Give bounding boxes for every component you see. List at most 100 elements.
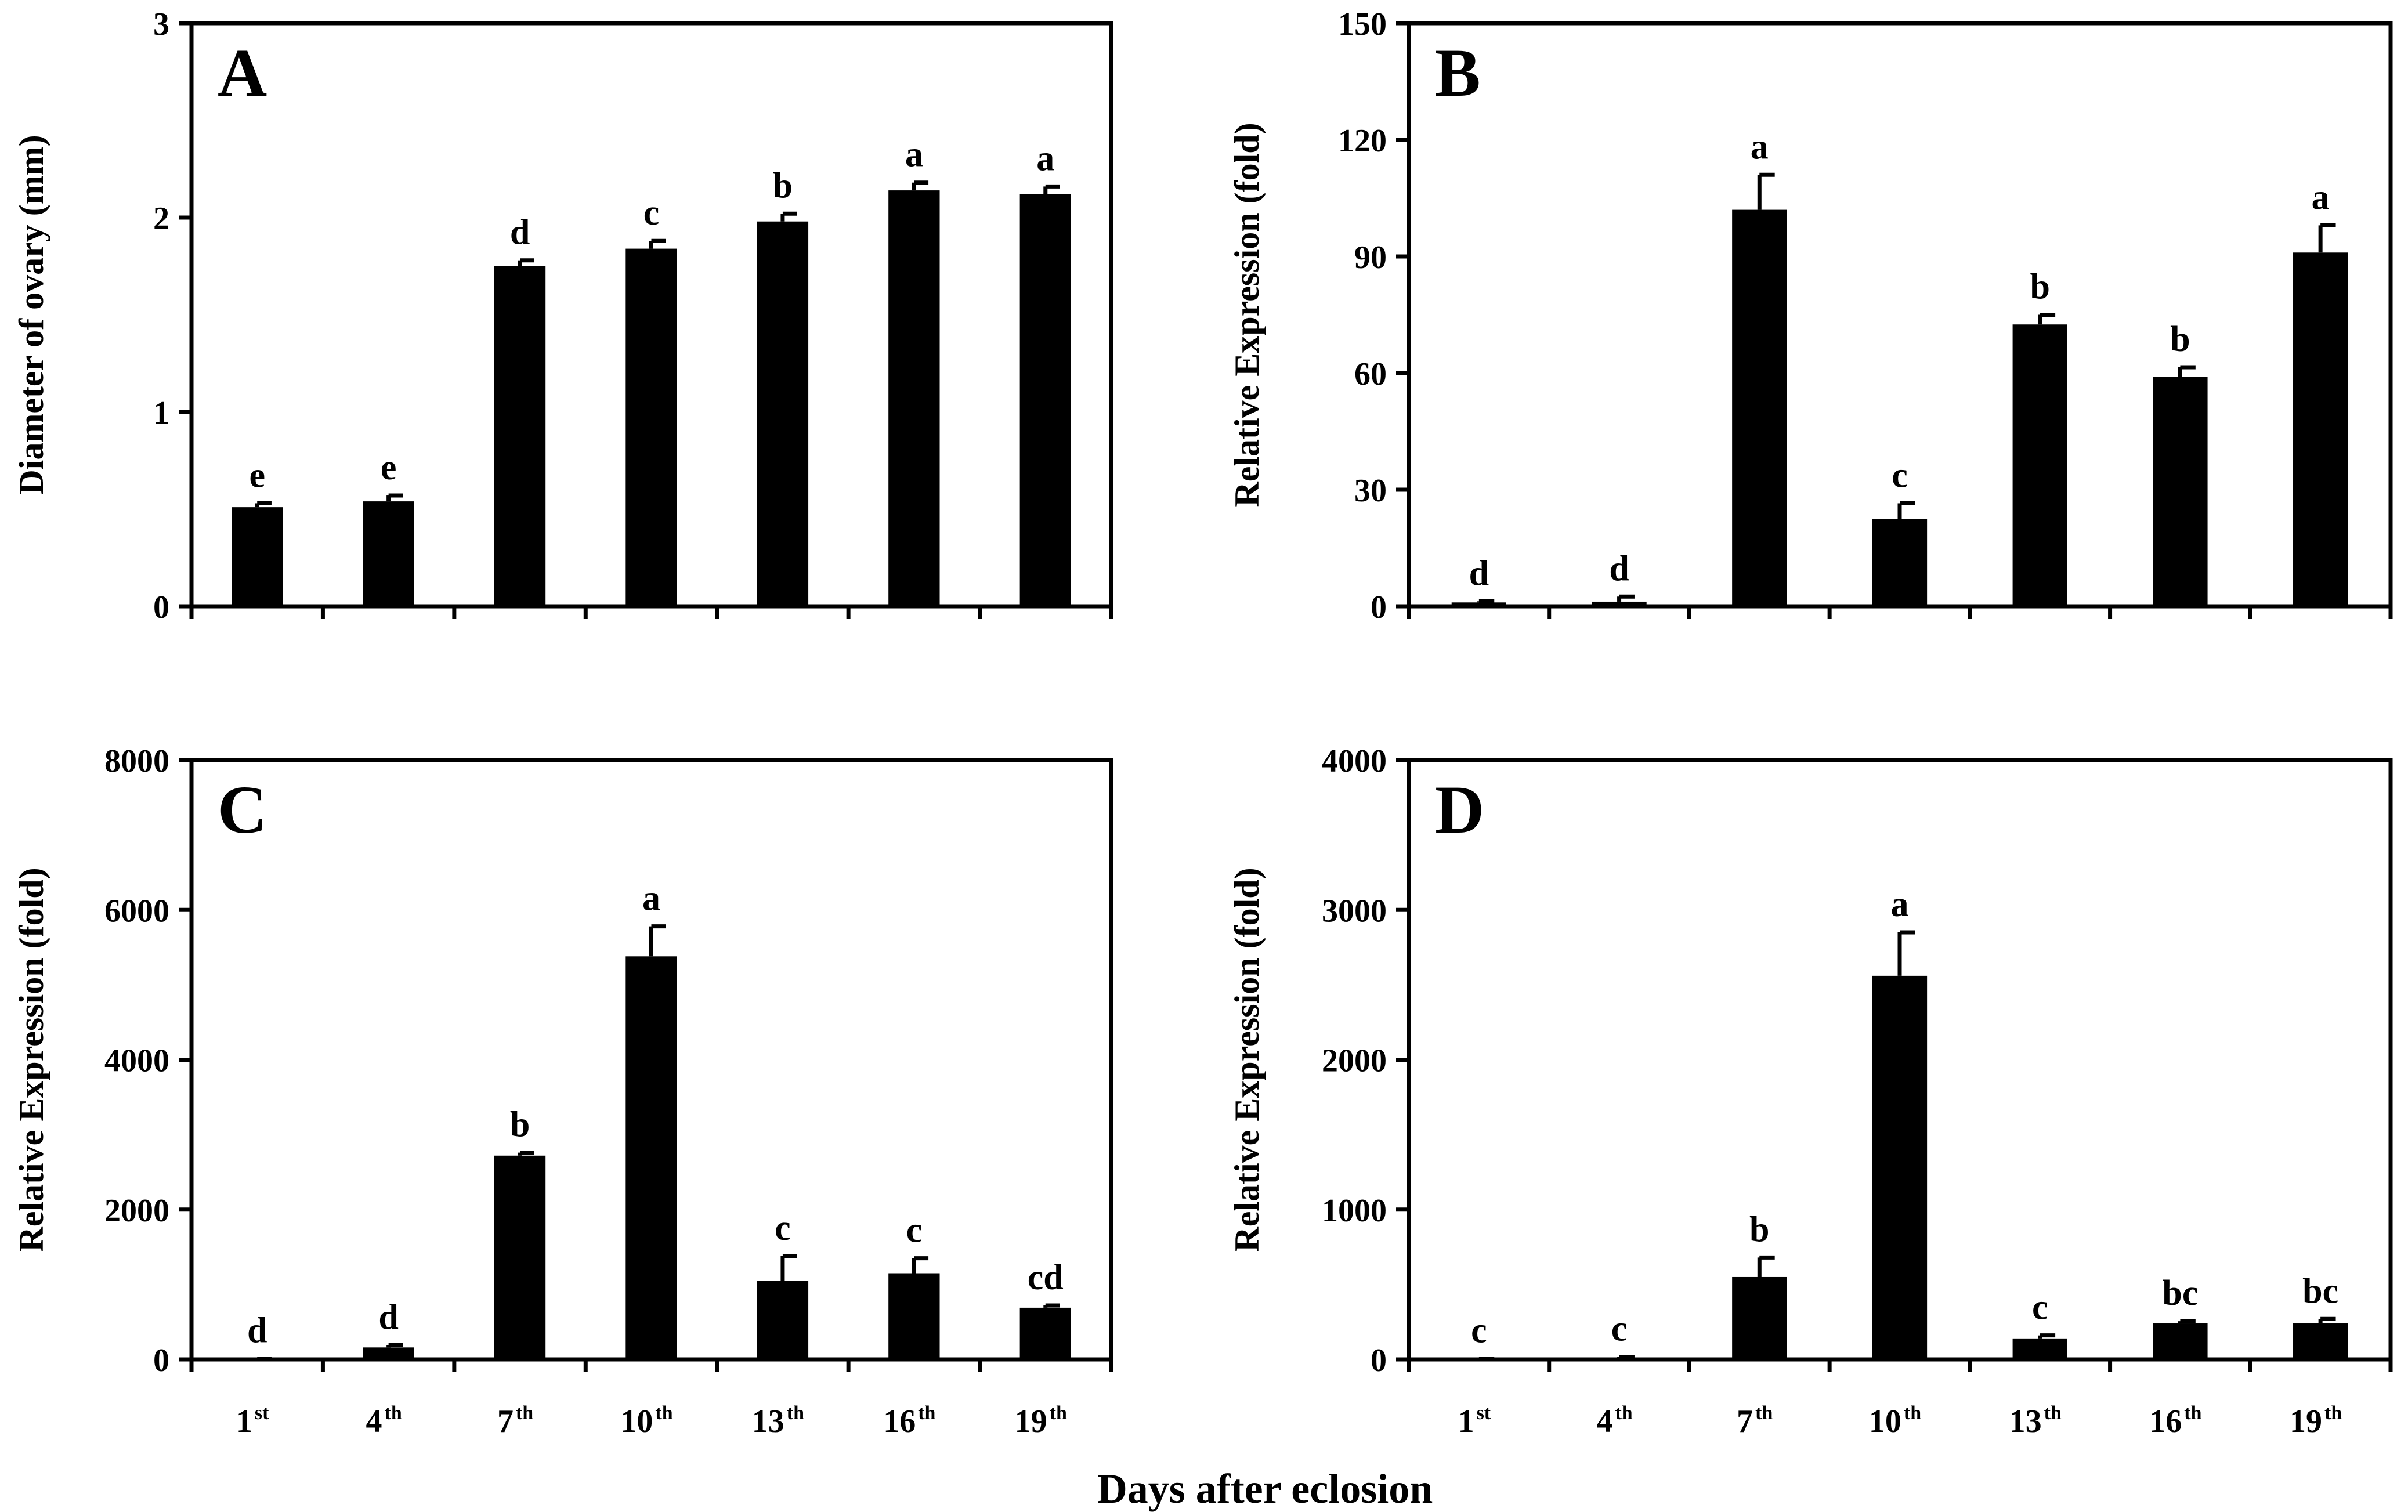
significance-letter: e	[381, 448, 397, 487]
significance-letter: d	[1469, 554, 1489, 593]
x-tick-label-num: 13	[2009, 1404, 2042, 1439]
bar-19th	[2293, 1323, 2348, 1359]
bar-16th	[888, 1273, 940, 1359]
x-tick-label-suffix: st	[255, 1402, 269, 1424]
x-tick-label-num: 16	[2149, 1404, 2182, 1439]
x-tick-label-num: 4	[1596, 1404, 1612, 1439]
significance-letter: b	[510, 1105, 530, 1145]
x-tick-label-suffix: th	[1615, 1402, 1632, 1424]
y-tick-label: 120	[1338, 123, 1387, 159]
significance-letter: c	[775, 1209, 791, 1248]
y-tick-label: 30	[1354, 473, 1387, 509]
x-tick-label-suffix: th	[1755, 1402, 1773, 1424]
y-tick-label: 6000	[104, 893, 169, 929]
bar-10th	[1872, 975, 1928, 1359]
panel-letter: A	[218, 35, 267, 111]
y-tick-label: 8000	[104, 743, 169, 779]
bar-13th	[757, 1281, 809, 1359]
x-tick-label-suffix: th	[655, 1402, 672, 1424]
y-tick-label: 4000	[104, 1043, 169, 1079]
y-tick-label: 2000	[104, 1193, 169, 1229]
significance-letter: a	[2312, 178, 2330, 217]
significance-letter: a	[642, 879, 660, 918]
significance-letter: e	[249, 455, 265, 495]
significance-letter: d	[510, 213, 530, 252]
x-tick-label-num: 10	[1869, 1404, 1901, 1439]
bar-19th	[1019, 1307, 1071, 1359]
y-axis-label: Relative Expression (fold)	[12, 867, 50, 1251]
significance-letter: a	[1036, 139, 1054, 178]
panel-a-chart: 0 1 2 3 e e d c b a a A Diameter of ovary (mm)	[12, 6, 1113, 625]
significance-letter: c	[2032, 1288, 2048, 1327]
significance-letter: c	[1471, 1311, 1487, 1351]
bar-16th	[2153, 1323, 2208, 1359]
significance-letter: c	[1611, 1310, 1628, 1349]
x-tick-label-num: 19	[2290, 1404, 2322, 1439]
x-tick-label-suffix: th	[2324, 1402, 2342, 1424]
bar-19th	[2293, 252, 2348, 606]
y-tick-label: 3000	[1322, 893, 1387, 929]
significance-letter: d	[1609, 549, 1629, 588]
bar-10th	[1872, 519, 1928, 606]
significance-letter: bc	[2162, 1274, 2198, 1313]
y-axis-label: Relative Expression (fold)	[1228, 122, 1266, 507]
bar-19th	[1019, 194, 1071, 606]
x-tick-label-suffix: th	[787, 1402, 804, 1424]
panel-letter: D	[1435, 772, 1484, 848]
x-tick-label-num: 13	[752, 1404, 784, 1439]
y-axis-label: Relative Expression (fold)	[1228, 867, 1266, 1251]
x-tick-label-num: 10	[620, 1404, 653, 1439]
bar-7th	[494, 266, 546, 606]
significance-letter: b	[2030, 267, 2049, 307]
significance-letter: b	[1749, 1210, 1769, 1249]
panel-b-chart: 0 30 60 90 120 150 d d a c b b a B Relative Expression…	[1228, 6, 2393, 625]
bar-13th	[2012, 324, 2067, 606]
bar-10th	[625, 248, 677, 607]
x-tick-label-suffix: th	[1050, 1402, 1067, 1424]
y-tick-label: 0	[153, 589, 169, 625]
y-tick-label: 0	[1371, 589, 1387, 625]
x-tick-label-suffix: th	[385, 1402, 402, 1424]
bar-7th	[1732, 1276, 1787, 1359]
y-tick-label: 60	[1354, 356, 1387, 392]
common-x-axis-label: Days after eclosion	[1097, 1466, 1433, 1512]
significance-letter: b	[773, 166, 793, 205]
y-tick-label: 4000	[1322, 743, 1387, 779]
x-tick-label-suffix: th	[1904, 1402, 1921, 1424]
bar-16th	[888, 190, 940, 607]
x-tick-label-num: 1	[236, 1404, 252, 1439]
y-tick-label: 1000	[1322, 1193, 1387, 1229]
x-tick-label-suffix: st	[1477, 1402, 1491, 1424]
x-tick-label-num: 7	[497, 1404, 514, 1439]
bar-4th	[1592, 601, 1647, 606]
bar-13th	[757, 221, 809, 606]
significance-letter: bc	[2302, 1271, 2338, 1311]
bar-16th	[2153, 377, 2208, 606]
y-axis-label: Diameter of ovary (mm)	[12, 135, 50, 494]
x-tick-label-suffix: th	[2044, 1402, 2062, 1424]
bar-13th	[2012, 1338, 2067, 1359]
x-tick-label-num: 19	[1015, 1404, 1047, 1439]
bar-4th	[363, 501, 414, 606]
bar-1st	[232, 507, 283, 606]
y-tick-label: 1	[153, 395, 169, 431]
x-tick-label-num: 16	[883, 1404, 916, 1439]
bar-1st	[1451, 602, 1506, 606]
panel-letter: C	[218, 772, 267, 848]
y-tick-label: 2000	[1322, 1043, 1387, 1079]
x-tick-label-suffix: th	[918, 1402, 935, 1424]
